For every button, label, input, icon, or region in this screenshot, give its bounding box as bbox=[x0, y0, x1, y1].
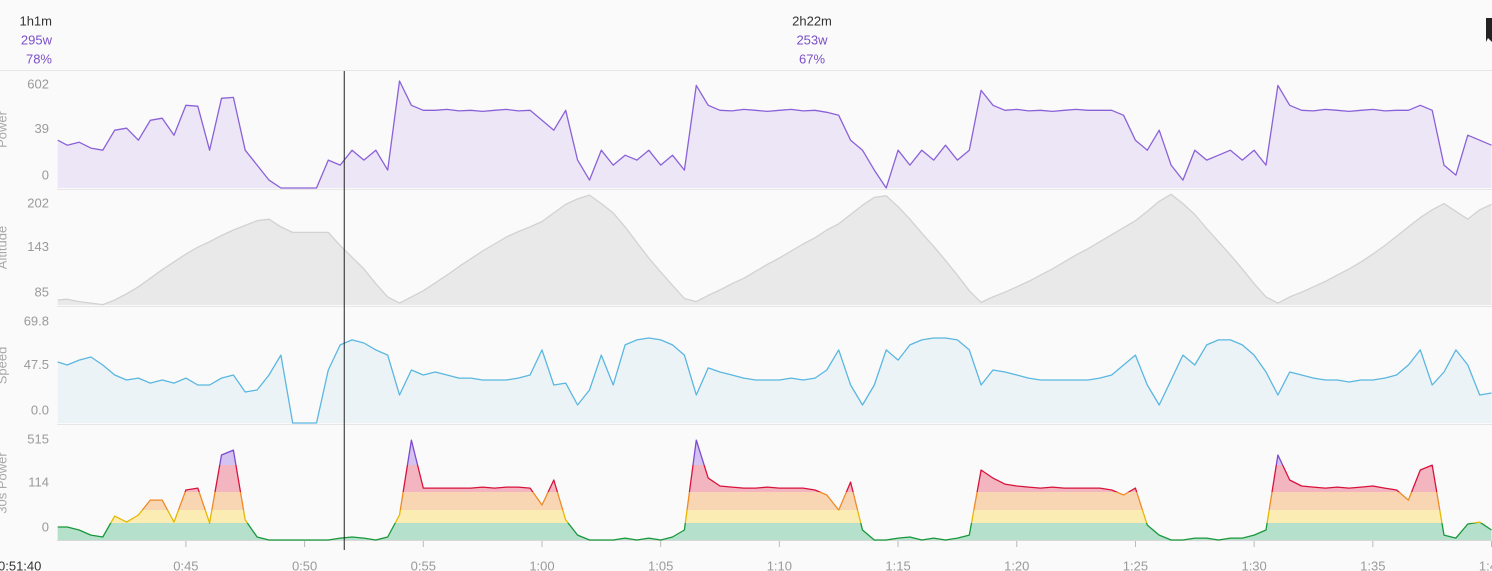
x-tick-label: 0:50 bbox=[292, 558, 317, 571]
x-tick-label: 1:40 bbox=[1479, 558, 1492, 571]
summary-duration: 2h22m bbox=[792, 13, 832, 28]
panel-label: Speed bbox=[0, 347, 9, 385]
y-scale-label: 202 bbox=[27, 195, 49, 210]
area-fill bbox=[57, 194, 1492, 305]
y-scale-label: 69.8 bbox=[24, 313, 49, 328]
line bbox=[57, 193, 1492, 306]
x-tick-label: 1:00 bbox=[529, 558, 554, 571]
x-tick-label: 1:35 bbox=[1360, 558, 1385, 571]
y-scale-label: 0.0 bbox=[31, 402, 49, 417]
summary-percent: 67% bbox=[799, 51, 825, 66]
x-tick-label: 1:05 bbox=[648, 558, 673, 571]
line bbox=[57, 337, 1492, 424]
y-scale-label: 0 bbox=[42, 167, 49, 182]
x-tick-label: 1:30 bbox=[1241, 558, 1266, 571]
cursor-label: 0:51:40 bbox=[0, 558, 41, 571]
panel-label: Power bbox=[0, 110, 9, 148]
summary-duration: 1h1m bbox=[19, 13, 52, 28]
y-scale-label: 515 bbox=[27, 431, 49, 446]
summary-percent: 78% bbox=[26, 51, 52, 66]
y-scale-label: 0 bbox=[42, 519, 49, 534]
y-scale-label: 114 bbox=[28, 474, 49, 489]
x-tick-label: 1:10 bbox=[767, 558, 792, 571]
y-scale-label: 602 bbox=[27, 76, 49, 91]
x-tick-label: 1:20 bbox=[1004, 558, 1029, 571]
line bbox=[57, 439, 1492, 541]
y-scale-label: 143 bbox=[27, 239, 49, 254]
area-fill bbox=[57, 440, 1492, 540]
y-scale-label: 85 bbox=[35, 284, 49, 299]
flag-icon[interactable] bbox=[1486, 18, 1492, 42]
y-scale-label: 39 bbox=[35, 121, 49, 136]
panel-label: Altitude bbox=[0, 226, 9, 269]
y-scale-label: 47.5 bbox=[24, 357, 49, 372]
panel-label: 30s Power bbox=[0, 452, 9, 514]
x-tick-label: 0:55 bbox=[411, 558, 436, 571]
x-tick-label: 1:15 bbox=[885, 558, 910, 571]
x-tick-label: 1:25 bbox=[1123, 558, 1148, 571]
summary-power: 253w bbox=[796, 32, 828, 47]
x-tick-label: 0:45 bbox=[173, 558, 198, 571]
line bbox=[57, 80, 1492, 189]
summary-power: 295w bbox=[21, 32, 53, 47]
